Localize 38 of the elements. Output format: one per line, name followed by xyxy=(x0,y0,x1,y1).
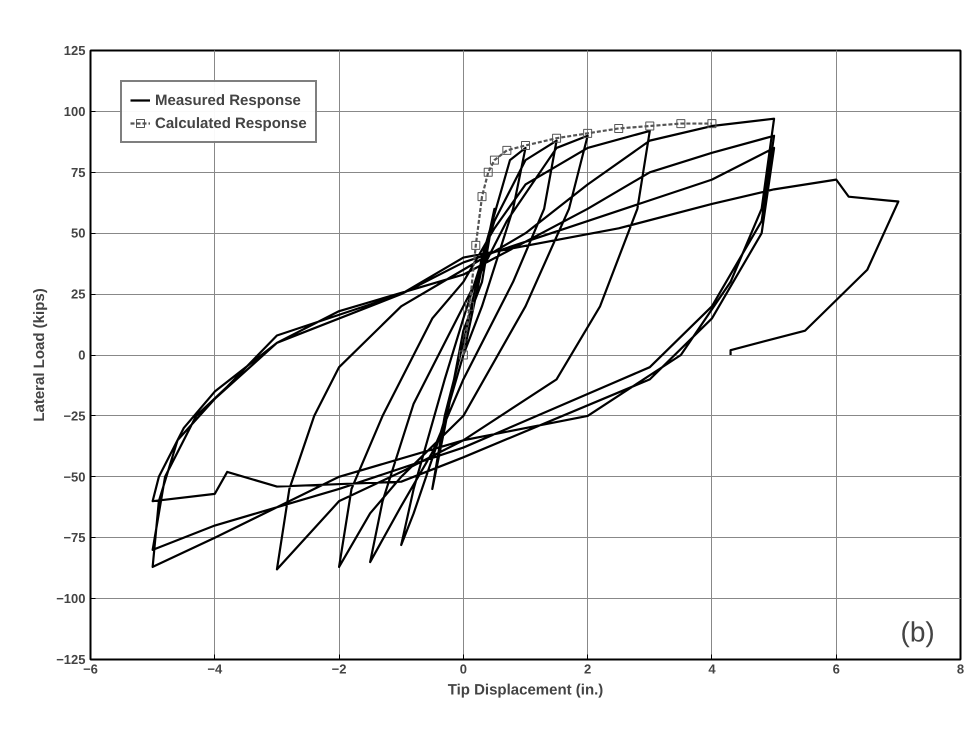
x-tick-label: −2 xyxy=(332,662,346,676)
point xyxy=(471,240,480,250)
point xyxy=(458,350,468,360)
x-tick-label: 4 xyxy=(708,662,716,676)
y-tick-label: −25 xyxy=(63,408,86,424)
y-tick-label: 75 xyxy=(71,164,86,180)
x-tick-label: 2 xyxy=(584,662,592,676)
line-series xyxy=(152,118,900,570)
point xyxy=(490,156,499,165)
y-tick-label: 125 xyxy=(64,43,86,58)
y-axis-title: Lateral Load (kips) xyxy=(31,288,48,422)
y-tick-label: 0 xyxy=(78,348,86,362)
point xyxy=(645,122,654,131)
point xyxy=(583,128,592,138)
y-tick-label: −100 xyxy=(56,591,86,606)
point xyxy=(707,119,716,128)
x-tick-label: 6 xyxy=(832,662,840,676)
y-tick-label: 25 xyxy=(71,286,86,302)
x-tick-label: −4 xyxy=(207,662,223,676)
x-tick-label: 0 xyxy=(460,662,467,676)
legend-label: Calculated Response xyxy=(155,114,307,132)
y-tick-label: 50 xyxy=(71,226,86,241)
point xyxy=(478,192,486,202)
x-axis-title: Tip Displacement (in.) xyxy=(448,682,604,698)
point xyxy=(521,141,530,150)
legend-label: Measured Response xyxy=(155,92,301,108)
y-tick-label: −75 xyxy=(63,530,86,546)
y-tick-label: 100 xyxy=(64,104,86,119)
x-tick-label: 8 xyxy=(956,662,964,676)
point xyxy=(465,302,474,311)
point xyxy=(676,119,686,128)
point xyxy=(552,134,562,143)
y-tick-label: −50 xyxy=(63,469,86,484)
point xyxy=(502,146,512,155)
y-tick-label: −125 xyxy=(56,652,86,667)
point xyxy=(614,124,624,133)
annotation: (b) xyxy=(900,616,935,648)
point xyxy=(484,168,493,177)
